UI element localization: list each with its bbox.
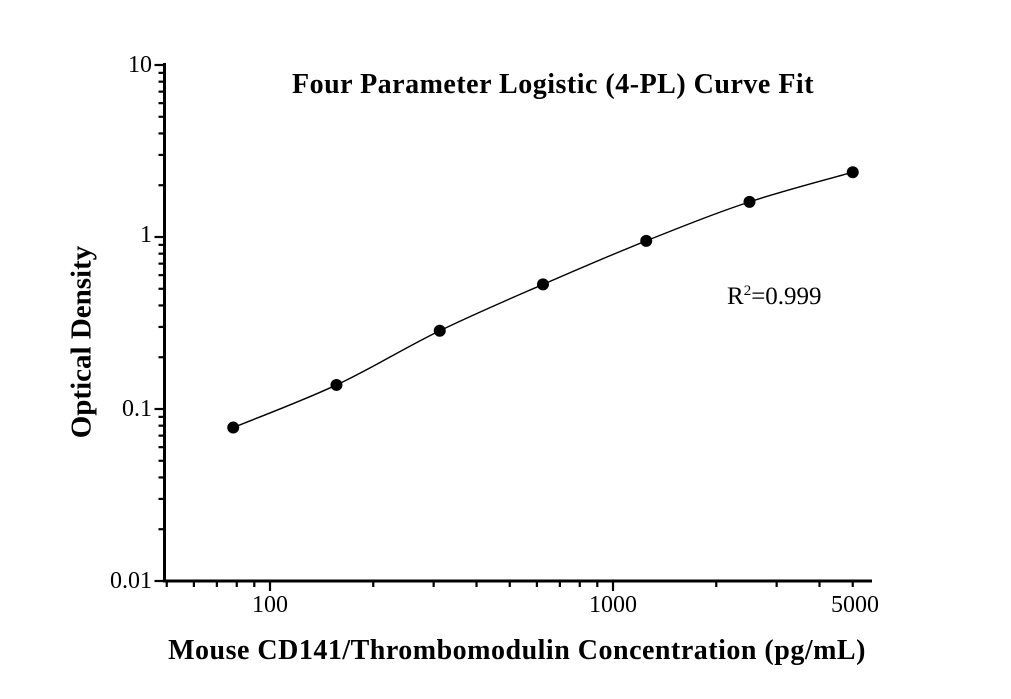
chart-title: Four Parameter Logistic (4-PL) Curve Fit	[291, 69, 815, 100]
r-squared-annotation: R2=0.999	[727, 283, 822, 311]
x-tick-label-1000: 1000	[589, 592, 637, 618]
x-tick-label-5000: 5000	[831, 592, 879, 618]
data-point	[846, 166, 859, 179]
x-axis-title: Mouse CD141/Thrombomodulin Concentration…	[168, 635, 866, 666]
data-point	[433, 324, 446, 337]
r-squared-value: =0.999	[751, 283, 822, 310]
data-point	[743, 195, 756, 208]
data-point	[640, 234, 653, 247]
data-point	[227, 421, 240, 434]
data-point	[536, 278, 549, 291]
y-tick-label-0.01: 0.01	[110, 568, 152, 594]
y-tick-label-0.1: 0.1	[122, 396, 152, 422]
x-tick-label-100: 100	[252, 592, 288, 618]
r-squared-prefix: R	[727, 283, 744, 310]
data-point	[330, 378, 343, 391]
r-squared-exponent: 2	[743, 283, 752, 299]
y-tick-label-1: 1	[140, 222, 152, 248]
y-tick-label-10: 10	[128, 52, 152, 78]
